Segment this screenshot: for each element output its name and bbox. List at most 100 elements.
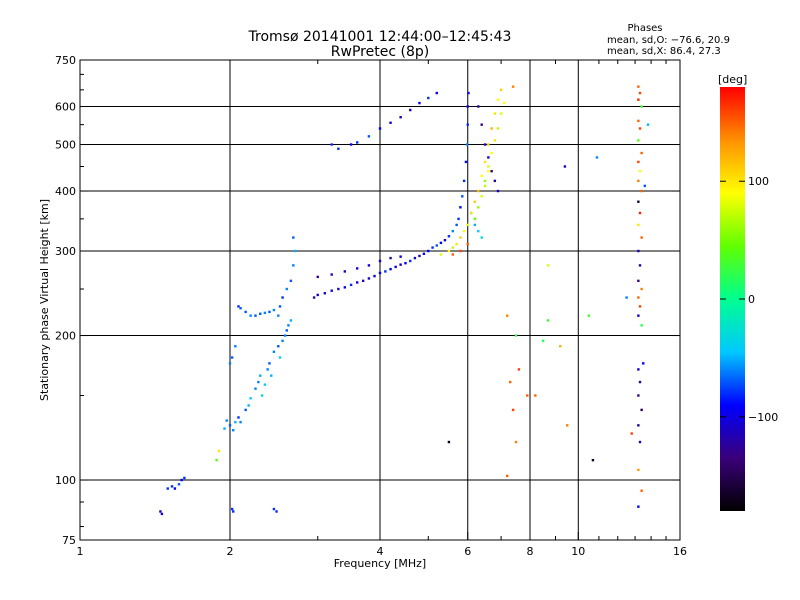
data-point	[640, 408, 643, 412]
data-point	[439, 253, 443, 256]
data-point	[638, 380, 642, 384]
data-point	[399, 116, 402, 119]
grid	[80, 60, 680, 540]
data-point	[637, 98, 640, 101]
data-point	[330, 273, 333, 276]
data-point	[278, 356, 282, 359]
data-point	[447, 440, 451, 444]
data-point	[473, 200, 477, 203]
data-point	[587, 314, 591, 317]
data-point	[247, 404, 250, 407]
data-point	[277, 314, 280, 317]
data-point	[447, 249, 451, 253]
data-point	[483, 184, 487, 188]
colorbar: [deg] 100 0 −100	[718, 73, 778, 511]
data-point	[259, 312, 262, 315]
data-point	[427, 96, 430, 100]
data-point	[643, 184, 647, 188]
data-point	[378, 127, 382, 130]
data-point	[287, 324, 290, 327]
data-point	[457, 217, 460, 221]
data-point	[483, 143, 487, 146]
data-point	[477, 206, 480, 209]
data-point	[595, 156, 599, 159]
x-tick-label: 2	[227, 545, 234, 558]
data-point	[637, 468, 640, 472]
data-point	[637, 424, 640, 427]
data-point	[289, 279, 293, 283]
data-point	[323, 292, 327, 295]
data-point	[166, 487, 169, 490]
data-point	[170, 485, 174, 488]
data-point	[361, 279, 365, 283]
data-point	[270, 374, 273, 377]
data-point	[625, 296, 628, 299]
data-point	[638, 91, 642, 95]
data-point	[637, 85, 640, 88]
data-point	[427, 249, 430, 253]
data-point	[534, 394, 537, 397]
data-point	[292, 236, 295, 239]
data-point	[316, 293, 319, 297]
data-point	[337, 287, 340, 291]
data-point	[493, 112, 497, 115]
data-point	[244, 408, 247, 412]
data-point	[254, 314, 257, 317]
data-point	[638, 127, 642, 130]
data-point	[637, 279, 640, 283]
data-point	[638, 211, 642, 215]
data-point	[451, 253, 455, 256]
data-point	[517, 368, 521, 371]
y-axis: 75 100 200 300 400 500 600 750	[55, 54, 680, 547]
data-point	[526, 394, 529, 397]
x-axis: 1 2 4 6 8 10 16	[77, 60, 687, 558]
data-point	[541, 339, 545, 343]
data-point	[228, 362, 232, 365]
data-point	[565, 424, 569, 427]
data-point	[173, 487, 177, 490]
data-point	[459, 249, 462, 253]
data-point	[642, 362, 645, 365]
data-point	[477, 189, 480, 193]
data-point	[418, 101, 421, 105]
data-point	[257, 380, 260, 384]
data-point	[462, 229, 466, 233]
data-point	[591, 458, 595, 462]
chart-title: Tromsø 20141001 12:44:00–12:45:43	[248, 29, 512, 45]
data-point	[268, 362, 271, 365]
data-point	[637, 249, 640, 253]
data-point	[281, 339, 284, 343]
data-point	[268, 310, 271, 314]
data-point	[439, 241, 443, 245]
data-point	[459, 236, 462, 239]
data-point	[343, 286, 347, 289]
data-point	[514, 334, 518, 337]
x-axis-label: Frequency [MHz]	[334, 557, 426, 570]
data-point	[511, 85, 515, 88]
data-point	[285, 329, 288, 332]
data-point	[514, 440, 518, 444]
data-point	[546, 264, 550, 267]
data-point	[473, 223, 477, 227]
data-point	[367, 135, 371, 138]
data-point	[435, 244, 438, 247]
data-point	[230, 507, 234, 511]
data-point	[637, 139, 640, 142]
data-point	[254, 387, 257, 390]
data-point	[630, 432, 633, 435]
data-point	[483, 160, 487, 164]
data-point	[355, 267, 359, 270]
y-tick-label: 100	[55, 474, 76, 487]
data-point	[283, 334, 287, 337]
data-point	[646, 123, 650, 126]
data-point	[289, 319, 293, 322]
x-tick-label: 16	[673, 545, 687, 558]
data-point	[418, 254, 421, 258]
data-point	[384, 270, 387, 273]
data-point	[263, 383, 267, 386]
stats-line-x: mean, sd,X: 86.4, 27.3	[607, 46, 721, 57]
data-point	[502, 101, 506, 105]
data-point	[638, 440, 642, 444]
data-point	[451, 246, 455, 249]
